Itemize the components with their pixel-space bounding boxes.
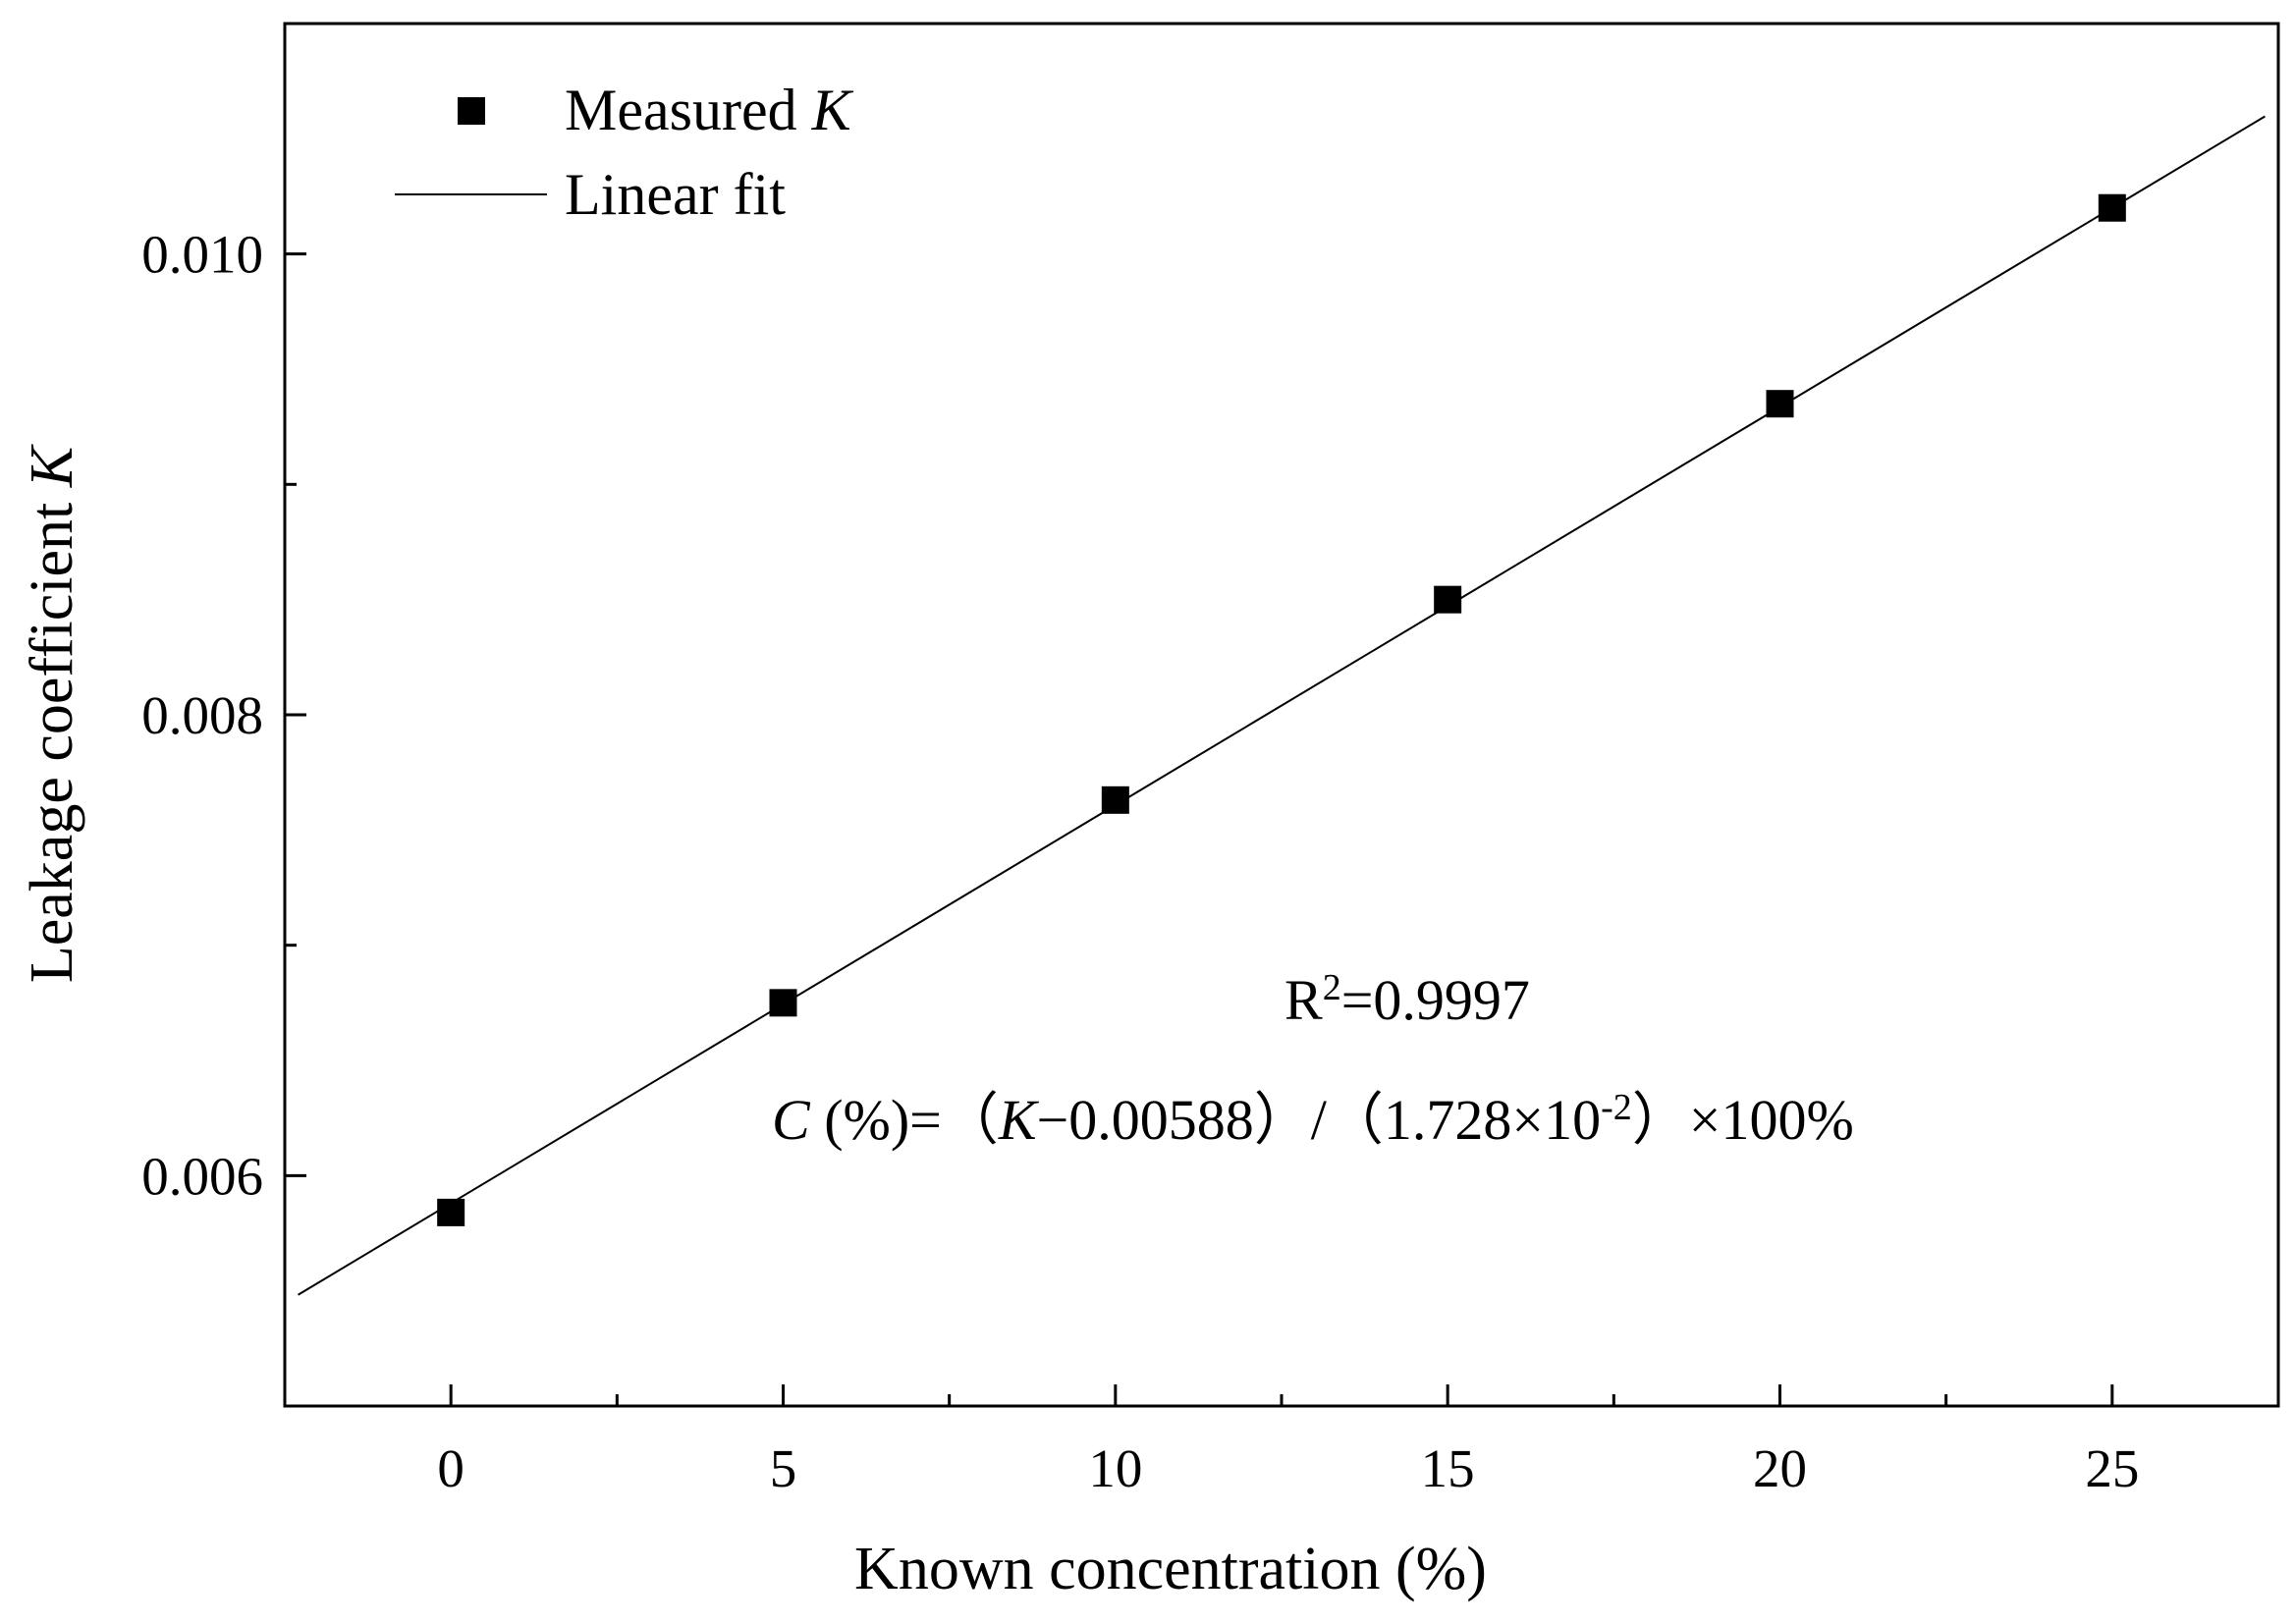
r-squared-annotation: R2=0.9997 xyxy=(1284,967,1530,1032)
x-tick-label: 25 xyxy=(2085,1438,2139,1498)
data-point xyxy=(1434,585,1462,614)
data-point xyxy=(1101,785,1129,814)
data-point xyxy=(769,989,797,1017)
x-tick-label: 15 xyxy=(1421,1438,1475,1498)
legend: Measured K Linear fit xyxy=(395,78,854,227)
data-point xyxy=(437,1198,465,1226)
linear-fit-line xyxy=(298,115,2266,1296)
x-axis-ticks: 0 5 10 15 20 25 xyxy=(437,1384,2139,1498)
x-tick-label: 10 xyxy=(1088,1438,1142,1498)
series-layer xyxy=(298,115,2266,1296)
y-axis-ticks: 0.006 0.008 0.010 xyxy=(141,225,306,1206)
y-axis-title: Leakage coefficient K xyxy=(19,443,85,983)
legend-label-measured: Measured K xyxy=(565,78,854,142)
y-tick-label: 0.008 xyxy=(141,685,263,745)
equation-annotation: C (%)=（K−0.00588）/（1.728×10-2）×100% xyxy=(772,1087,1854,1152)
y-tick-label: 0.006 xyxy=(141,1146,263,1206)
x-axis-title: Known concentration (%) xyxy=(854,1536,1487,1602)
x-tick-label: 0 xyxy=(437,1438,464,1498)
legend-marker-measured xyxy=(458,97,485,125)
x-tick-label: 5 xyxy=(770,1438,797,1498)
data-point xyxy=(2098,193,2126,222)
plot-frame xyxy=(283,22,2280,1408)
x-tick-label: 20 xyxy=(1753,1438,1807,1498)
data-point xyxy=(1766,390,1794,418)
legend-label-fit: Linear fit xyxy=(565,162,786,227)
y-tick-label: 0.010 xyxy=(141,225,263,285)
